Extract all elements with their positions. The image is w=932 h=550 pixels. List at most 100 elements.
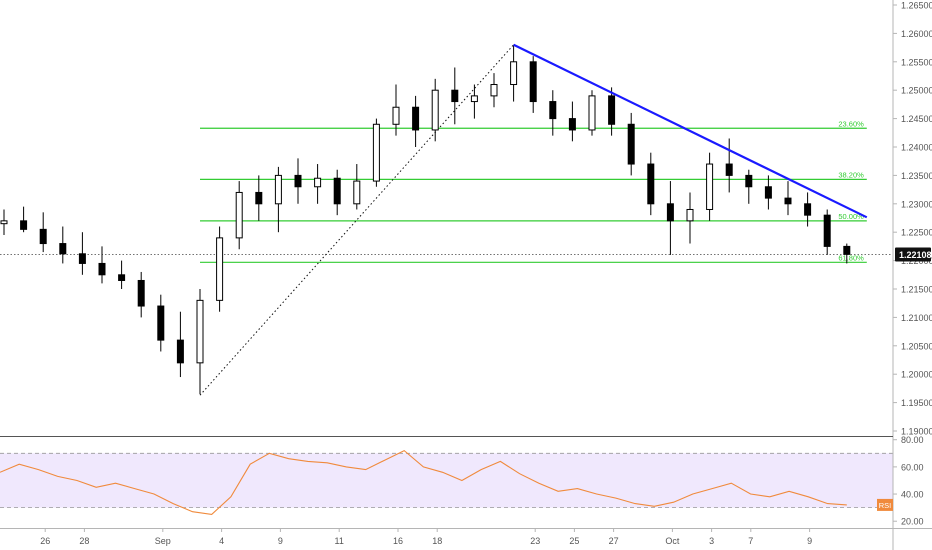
rsi-tick-label: 60.00 [901,462,924,472]
candle [529,56,537,113]
candle [588,90,596,136]
candle-body [451,89,459,103]
candle [510,44,518,102]
candle [568,101,576,142]
candle-body [725,163,733,176]
candle-body [627,123,635,165]
candle-body [176,339,184,364]
current-price-tag: 1.22108 [895,247,932,262]
candle [745,169,753,204]
candle-body [666,203,674,222]
candle [314,164,322,204]
candle-body [745,174,753,188]
candle-body [255,191,263,205]
candle-body [372,123,380,182]
candle-body [0,220,8,225]
candle-body [314,177,322,188]
candle [20,206,28,233]
time-tick-label: 27 [609,536,619,546]
candle-body [568,118,576,131]
candle [490,73,498,108]
price-tick-label: 1.25000 [901,86,932,96]
candle [686,192,694,244]
rsi-tick-label: 80.00 [901,435,924,445]
candle [216,226,224,312]
fib-level-label: 38.20% [838,170,864,179]
candle-body [764,186,772,199]
candle [294,158,302,204]
candle [470,84,478,119]
candle [255,175,263,221]
time-tick-label: 26 [40,536,50,546]
candle-body [333,177,341,205]
rsi-line [0,449,847,515]
time-tick-label: 16 [393,536,403,546]
candle-body [706,163,714,210]
candle [784,181,792,216]
time-tick-label: 11 [335,536,344,546]
current-price-badge [895,247,931,262]
candle [0,209,8,236]
candle [137,271,145,318]
candle [333,169,341,216]
candle-body [274,174,282,205]
rsi-badge-box [877,498,893,511]
candle [274,166,282,233]
candle [196,289,204,395]
candle [549,90,557,136]
candle [118,260,126,289]
time-tick-label: 3 [709,536,714,546]
price-tick-label: 1.25500 [901,57,932,67]
candle [725,138,733,193]
candle-body [843,245,851,255]
candle [59,226,67,264]
rsi-band [0,453,893,508]
time-tick-label: 7 [748,536,753,546]
candle-body [412,106,420,131]
candle-body [157,305,165,341]
candle [392,84,400,136]
rsi-tick-label: 20.00 [901,517,924,527]
candle-body [549,101,557,120]
rsi-badge: RSI [877,498,893,511]
candle-body [59,243,67,255]
candle-body [98,262,106,276]
candle-body [608,95,616,125]
candle-body [235,191,243,239]
candle [451,67,459,125]
price-tick-label: 1.22500 [901,228,932,238]
candle-body [294,174,302,188]
candle [627,112,635,176]
price-tick-label: 1.19500 [901,398,932,408]
candle [823,209,831,255]
candle [431,78,439,142]
candle-body [78,253,86,264]
candle-body [216,237,224,301]
candle-body [647,163,655,205]
candle [157,294,165,352]
candle-body [529,61,537,103]
candle-body [353,180,361,205]
candle [235,181,243,250]
candle-body [431,89,439,131]
rsi-pane[interactable] [0,449,893,515]
candle [98,246,106,284]
time-tick-label: Oct [665,536,680,546]
time-tick-label: 23 [530,536,540,546]
price-tick-label: 1.21500 [901,285,932,295]
candle [39,212,47,253]
fib-level-label: 61.80% [838,253,864,262]
candle-body [392,106,400,125]
price-tick-label: 1.21000 [901,313,932,323]
candle-body [588,95,596,131]
price-pane[interactable]: 23.60% 38.20% 50.00% 61.80% [0,43,893,396]
time-tick-label: Sep [155,536,171,546]
candle [353,164,361,210]
candle-body [823,214,831,247]
candle-body [510,61,518,86]
price-tick-label: 1.24500 [901,114,932,124]
candle [176,311,184,378]
candle [78,232,86,275]
